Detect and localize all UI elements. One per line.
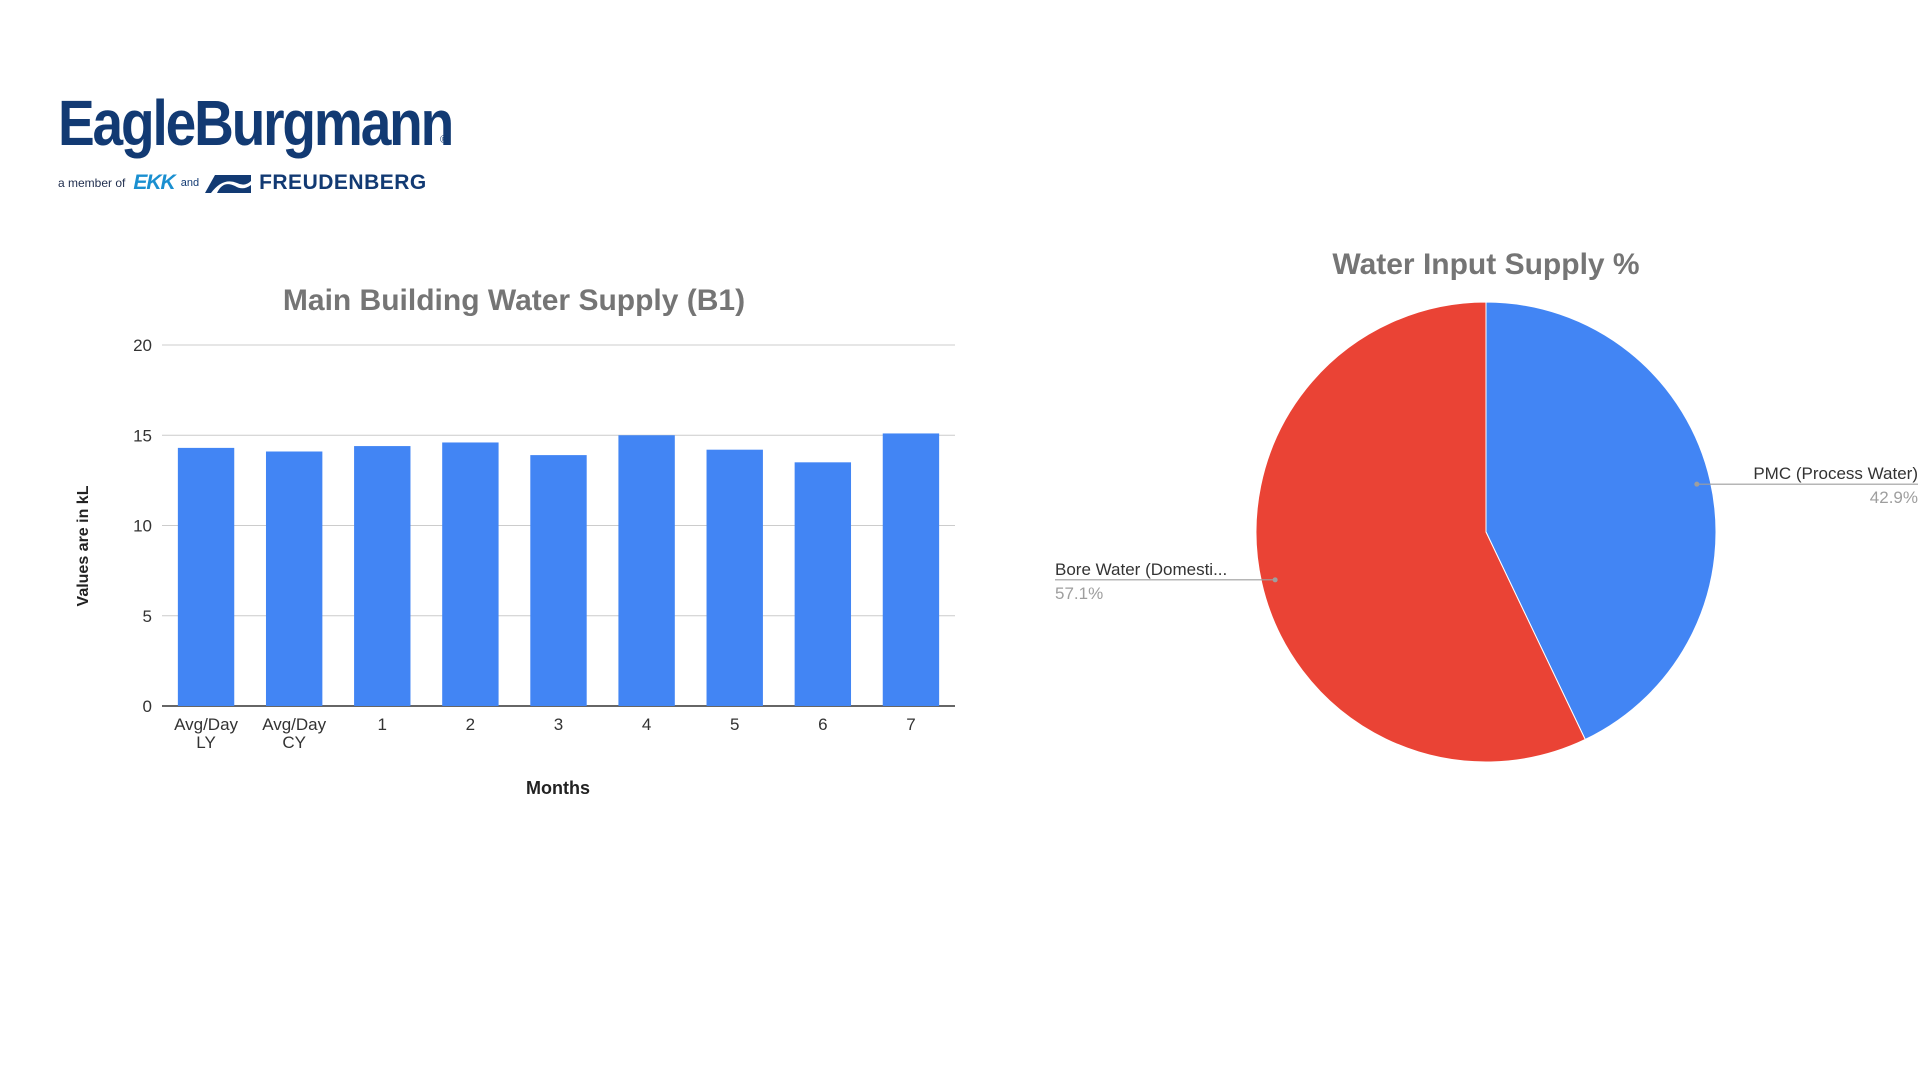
bar — [177, 447, 235, 706]
bar-x-tick-label: 5 — [730, 715, 739, 734]
bar-y-tick-label: 0 — [143, 697, 152, 716]
bar — [882, 433, 940, 706]
pie-slice — [1255, 301, 1586, 763]
pie-slice-label: PMC (Process Water) — [1753, 464, 1918, 483]
pie-labels: PMC (Process Water) 42.9% Bore Water (Dome… — [1055, 464, 1918, 603]
bar-x-tick-label: 4 — [642, 715, 651, 734]
bar-x-tick-label: CY — [282, 733, 306, 752]
bar-chart-title: Main Building Water Supply (B1) — [283, 284, 745, 317]
logo-and-text: and — [180, 177, 200, 189]
bar-x-tick-label: 7 — [906, 715, 915, 734]
pie-slices — [1255, 301, 1717, 763]
bar — [618, 435, 675, 706]
bar — [706, 449, 763, 706]
logo-freudenberg: FREUDENBERG — [259, 171, 427, 194]
bar-x-tick-label: LY — [196, 733, 216, 752]
bar-x-axis-label: Months — [526, 778, 590, 798]
bar-x-tick-label: 2 — [466, 715, 475, 734]
logo-membership-line: a member of EKK and FREUDENBERG — [58, 170, 427, 196]
bar-chart: Main Building Water Supply (B1) 05101520… — [75, 284, 955, 798]
pie-slice — [1485, 301, 1717, 741]
freudenberg-wave-icon — [205, 175, 252, 193]
pie-slice-percent: 42.9% — [1870, 488, 1918, 507]
bar-x-tick-label: 3 — [554, 715, 563, 734]
bar-y-ticks: 0 5 10 15 20 — [133, 336, 152, 716]
bar — [354, 446, 411, 706]
bar-x-tick-label: Avg/Day — [174, 715, 238, 734]
bar-y-tick-label: 15 — [133, 426, 152, 445]
bar — [530, 455, 587, 706]
pie-slice-percent: 57.1% — [1055, 584, 1103, 603]
bar-y-tick-label: 5 — [143, 607, 152, 626]
bar-x-tick-label: 6 — [818, 715, 827, 734]
bar-series — [177, 433, 940, 706]
pie-chart-title: Water Input Supply % — [1332, 248, 1639, 281]
bar — [265, 451, 323, 706]
logo-registered-mark: ® — [440, 134, 449, 146]
logo-ekk: EKK — [133, 171, 175, 194]
bar-y-tick-label: 20 — [133, 336, 152, 355]
logo-brand-name: EagleBurgmann — [58, 87, 454, 159]
company-logo: EagleBurgmann ® a member of EKK and FREU… — [58, 88, 478, 198]
bar-y-axis-label: Values are in kL — [75, 485, 92, 606]
bar-y-tick-label: 10 — [133, 517, 152, 536]
pie-chart: Water Input Supply % PMC (Process Water)… — [1055, 248, 1918, 763]
bar-x-tick-label: Avg/Day — [262, 715, 326, 734]
pie-slice-label: Bore Water (Domesti... — [1055, 560, 1227, 579]
bar — [442, 442, 499, 706]
logo-member-text: a member of — [58, 176, 126, 190]
bar — [794, 462, 852, 706]
bar-x-tick-label: 1 — [378, 715, 387, 734]
